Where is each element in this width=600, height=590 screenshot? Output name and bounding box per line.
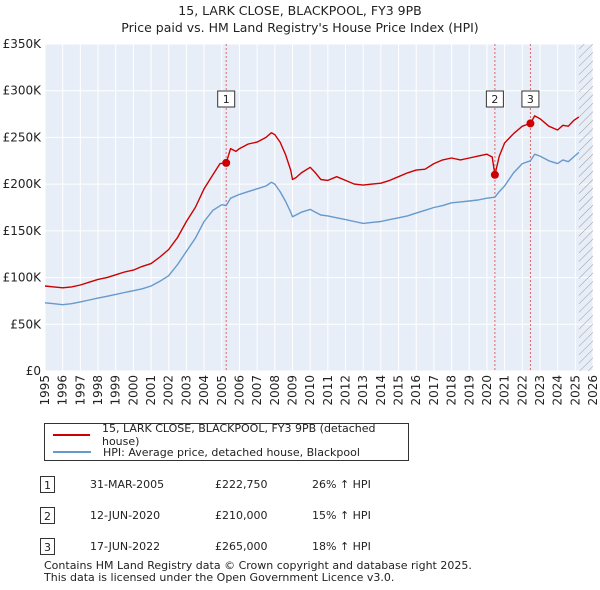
- y-tick-label: £100K: [3, 271, 43, 285]
- transaction-hpi: 15% ↑ HPI: [312, 509, 371, 522]
- x-axis: 1995 1996 1997 1998 1999 2000 2001 2002 2003 2004…: [38, 375, 600, 406]
- transaction-point: [222, 158, 231, 167]
- x-tick-label: 2000: [126, 375, 140, 406]
- legend-item-property: 15, LARK CLOSE, BLACKPOOL, FY3 9PB (deta…: [53, 422, 408, 448]
- transaction-number: 2: [40, 507, 55, 524]
- grid: [44, 43, 594, 372]
- x-tick-label: 1995: [38, 375, 52, 406]
- y-tick-label: £350K: [3, 37, 43, 51]
- x-tick-label: 2002: [162, 375, 176, 406]
- x-tick-label: 2022: [515, 375, 529, 406]
- x-tick-label: 1996: [56, 375, 70, 406]
- forecast-hatch: [578, 44, 593, 371]
- x-tick-label: 2015: [392, 375, 406, 406]
- transaction-date: 17-JUN-2022: [90, 540, 161, 553]
- legend-swatch-property: [53, 434, 90, 436]
- x-tick-label: 2014: [374, 375, 388, 406]
- y-axis: £0 £50K £100K £150K £200K £250K £300K £350K: [3, 37, 43, 378]
- x-tick-label: 2016: [409, 375, 423, 406]
- transaction-label-box: [521, 90, 540, 108]
- series-line: [44, 151, 580, 306]
- x-tick-label: 1999: [109, 375, 123, 406]
- transaction-label-box: [485, 90, 504, 108]
- price-chart: 15, LARK CLOSE, BLACKPOOL, FY3 9PB Price…: [3, 3, 600, 406]
- x-tick-label: 2021: [498, 375, 512, 406]
- x-tick-label: 2025: [568, 375, 582, 406]
- transaction-number: 1: [40, 476, 55, 493]
- x-tick-label: 2019: [462, 375, 476, 406]
- transaction-label: 3: [527, 93, 534, 106]
- transaction-label-box: [217, 90, 236, 108]
- x-tick-label: 2010: [303, 375, 317, 406]
- x-tick-label: 2011: [321, 375, 335, 406]
- transaction-date: 12-JUN-2020: [90, 509, 161, 522]
- x-tick-label: 2006: [232, 375, 246, 406]
- x-tick-label: 2005: [215, 375, 229, 406]
- footer-attribution: Contains HM Land Registry data © Crown c…: [44, 560, 472, 584]
- x-tick-label: 2024: [551, 375, 565, 406]
- transaction-markers: 1 2 3: [217, 90, 540, 179]
- plot-area: [45, 44, 593, 371]
- x-tick-label: 2009: [285, 375, 299, 406]
- series: [44, 115, 580, 306]
- x-tick-label: 2020: [480, 375, 494, 406]
- x-tick-label: 2018: [445, 375, 459, 406]
- transaction-hpi: 26% ↑ HPI: [312, 478, 371, 491]
- transaction-date: 31-MAR-2005: [90, 478, 165, 491]
- x-tick-label: 2017: [427, 375, 441, 406]
- legend-item-hpi: HPI: Average price, detached house, Blac…: [53, 443, 360, 461]
- legend-label-property: 15, LARK CLOSE, BLACKPOOL, FY3 9PB (deta…: [101, 422, 376, 448]
- x-tick-label: 2026: [586, 375, 600, 406]
- y-tick-label: £150K: [3, 224, 43, 238]
- legend: 15, LARK CLOSE, BLACKPOOL, FY3 9PB (deta…: [44, 422, 409, 461]
- transaction-point: [526, 119, 535, 128]
- x-tick-label: 2008: [268, 375, 282, 406]
- x-tick-label: 2007: [250, 375, 264, 406]
- transaction-vlines: [225, 44, 531, 371]
- x-tick-label: 2003: [179, 375, 193, 406]
- series-line: [44, 115, 580, 289]
- legend-label-hpi: HPI: Average price, detached house, Blac…: [103, 445, 360, 459]
- x-tick-label: 1997: [73, 375, 87, 406]
- footer-line-1: Contains HM Land Registry data © Crown c…: [44, 559, 472, 572]
- chart-subtitle: Price paid vs. HM Land Registry's House …: [121, 20, 478, 35]
- y-tick-label: £50K: [10, 317, 42, 331]
- chart-title: 15, LARK CLOSE, BLACKPOOL, FY3 9PB: [178, 3, 421, 18]
- transaction-price: £210,000: [215, 509, 268, 522]
- x-tick-label: 2004: [197, 375, 211, 406]
- x-tick-label: 2012: [339, 375, 353, 406]
- x-tick-label: 2013: [356, 375, 370, 406]
- y-tick-label: £250K: [3, 130, 43, 144]
- transaction-price: £222,750: [215, 478, 268, 491]
- transaction-number: 3: [40, 538, 55, 555]
- y-tick-label: £200K: [3, 177, 43, 191]
- y-tick-label: £0: [26, 364, 41, 378]
- transaction-hpi: 18% ↑ HPI: [312, 540, 371, 553]
- y-tick-label: £300K: [3, 84, 43, 98]
- legend-swatch-hpi: [53, 451, 91, 453]
- transaction-label: 2: [491, 93, 498, 106]
- transaction-label: 1: [223, 93, 230, 106]
- x-tick-label: 2001: [144, 375, 158, 406]
- transaction-price: £265,000: [215, 540, 268, 553]
- x-tick-label: 1998: [91, 375, 105, 406]
- transaction-point: [490, 170, 499, 179]
- footer-line-2: This data is licensed under the Open Gov…: [44, 571, 395, 584]
- x-tick-label: 2023: [533, 375, 547, 406]
